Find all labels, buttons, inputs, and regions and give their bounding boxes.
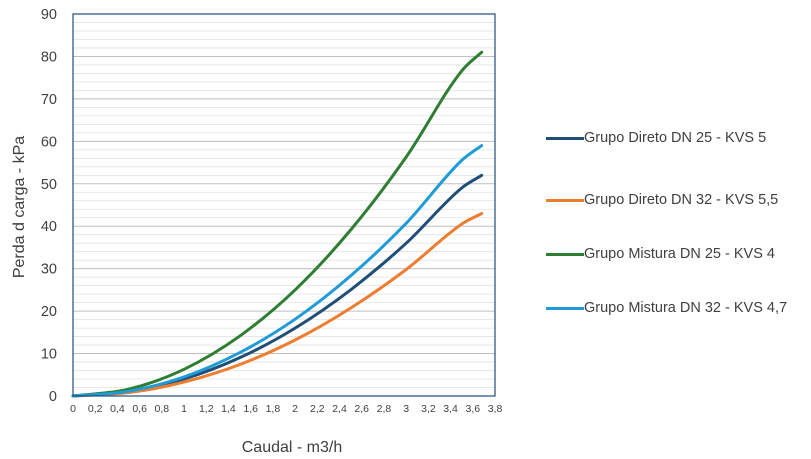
legend-item-grupo-mistura-dn32: Grupo Mistura DN 32 - KVS 4,7	[546, 298, 809, 319]
y-tick-label: 40	[41, 219, 57, 235]
legend-swatch	[546, 137, 584, 140]
y-tick-label: 70	[41, 92, 57, 108]
series-line-1	[71, 212, 484, 398]
legend-swatch	[546, 199, 584, 202]
x-tick-label: 2	[292, 403, 298, 415]
x-tick-label: 0,6	[132, 403, 147, 415]
x-axis-tick-labels: 0 0,2 0,4 0,6 0,8 1 1,2 1,4 1,6 1,8 2 2,2 2,4 2,6 2,8 3…	[70, 403, 502, 415]
legend-swatch	[546, 253, 584, 256]
x-tick-label: 3,2	[421, 403, 436, 415]
legend-swatch	[546, 307, 584, 310]
y-tick-label: 30	[41, 262, 57, 278]
y-tick-label: 50	[41, 177, 57, 193]
y-tick-label: 90	[41, 7, 57, 23]
series-line-3	[71, 144, 484, 398]
series-line-2	[71, 50, 484, 398]
x-tick-label: 2,2	[310, 403, 325, 415]
legend-item-grupo-direto-dn25: Grupo Direto DN 25 - KVS 5	[546, 128, 809, 149]
y-tick-label: 0	[49, 389, 57, 405]
legend-label: Grupo Direto DN 32 - KVS 5,5	[584, 192, 779, 208]
x-tick-label: 0,2	[88, 403, 103, 415]
x-tick-label: 0,8	[155, 403, 170, 415]
x-tick-label: 1,8	[266, 403, 281, 415]
x-tick-label: 1,6	[243, 403, 258, 415]
x-tick-label: 2,4	[332, 403, 347, 415]
x-axis-title: Caudal - m3/h	[242, 439, 343, 456]
series-lines	[71, 50, 484, 398]
x-tick-label: 0	[70, 403, 76, 415]
legend-label: Grupo Mistura DN 25 - KVS 4	[584, 246, 775, 262]
legend-label: Grupo Direto DN 25 - KVS 5	[584, 130, 767, 146]
plot-area-frame	[72, 13, 496, 397]
x-tick-label: 3,8	[488, 403, 503, 415]
x-tick-label: 1,2	[199, 403, 214, 415]
y-tick-label: 80	[41, 49, 57, 65]
legend-item-grupo-mistura-dn25: Grupo Mistura DN 25 - KVS 4	[546, 244, 809, 265]
y-axis-tick-labels: 0 10 20 30 40 50 60 70 80 90	[41, 7, 57, 405]
y-tick-label: 60	[41, 134, 57, 150]
x-tick-label: 1	[181, 403, 187, 415]
y-tick-label: 20	[41, 304, 57, 320]
x-tick-label: 0,4	[110, 403, 125, 415]
legend-item-grupo-direto-dn32: Grupo Direto DN 32 - KVS 5,5	[546, 190, 809, 211]
x-tick-label: 3,6	[465, 403, 480, 415]
y-tick-label: 10	[41, 347, 57, 363]
gridlines	[73, 13, 495, 397]
y-axis-title: Perda d carga - kPa	[11, 136, 28, 278]
x-tick-label: 3,4	[443, 403, 458, 415]
x-tick-label: 3	[403, 403, 409, 415]
legend-label: Grupo Mistura DN 32 - KVS 4,7	[584, 300, 788, 316]
x-tick-label: 2,6	[354, 403, 369, 415]
x-tick-label: 2,8	[377, 403, 392, 415]
x-tick-label: 1,4	[221, 403, 236, 415]
